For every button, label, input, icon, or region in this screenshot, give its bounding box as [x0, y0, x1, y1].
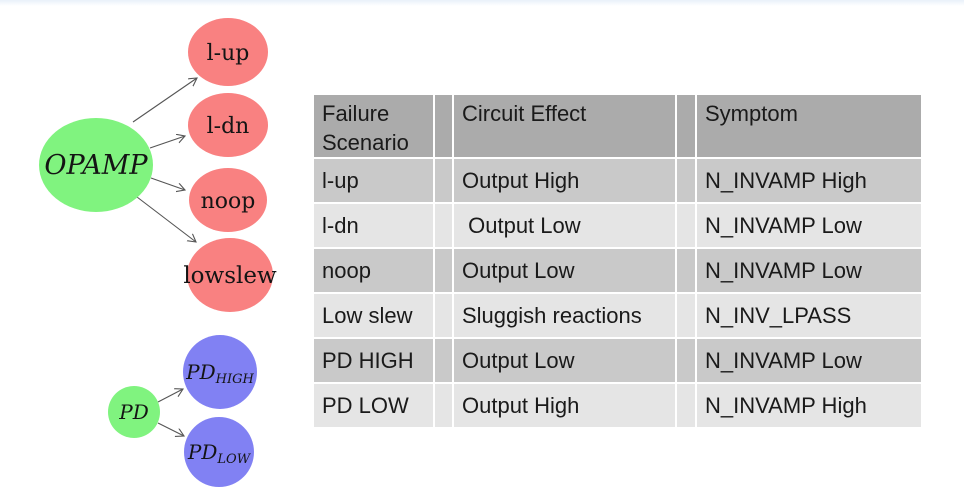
- arrow-pd-to-pdlow: [157, 422, 184, 436]
- node-pd-low-label: PDLOW: [187, 440, 252, 467]
- spacer-cell: [435, 384, 452, 427]
- cell-scenario: Low slew: [314, 294, 433, 337]
- cell-scenario: noop: [314, 249, 433, 292]
- failure-scenario-table: Failure Scenario Circuit Effect Symptom …: [312, 93, 923, 429]
- node-lowslew-label: lowslew: [183, 263, 277, 289]
- node-opamp-label: OPAMP: [44, 150, 148, 181]
- table-row: l-dn Output Low N_INVAMP Low: [314, 204, 921, 247]
- spacer-cell: [435, 249, 452, 292]
- spacer-cell: [677, 339, 695, 382]
- arrow-opamp-to-lowslew: [136, 196, 196, 242]
- table-header-row: Failure Scenario Circuit Effect Symptom: [314, 95, 921, 157]
- spacer-cell: [435, 339, 452, 382]
- table-row: PD LOW Output High N_INVAMP High: [314, 384, 921, 427]
- node-l-dn-label: l-dn: [207, 114, 250, 139]
- node-lowslew: [187, 238, 273, 312]
- col-header-circuit-effect: Circuit Effect: [454, 95, 675, 157]
- node-l-up-label: l-up: [207, 41, 250, 66]
- cell-effect: Output Low: [454, 339, 675, 382]
- node-opamp: [39, 118, 153, 212]
- cell-symptom: N_INVAMP Low: [697, 249, 921, 292]
- cell-effect: Sluggish reactions: [454, 294, 675, 337]
- cell-effect: Output Low: [454, 204, 675, 247]
- col-header-symptom: Symptom: [697, 95, 921, 157]
- table-row: Low slew Sluggish reactions N_INV_LPASS: [314, 294, 921, 337]
- spacer-cell: [435, 95, 452, 157]
- arrow-opamp-to-noop: [150, 177, 185, 190]
- node-l-dn: [188, 93, 268, 157]
- spacer-cell: [677, 204, 695, 247]
- table-row: l-up Output High N_INVAMP High: [314, 159, 921, 202]
- spacer-cell: [677, 159, 695, 202]
- cell-symptom: N_INVAMP Low: [697, 204, 921, 247]
- cell-scenario: PD HIGH: [314, 339, 433, 382]
- node-pd-low: [184, 417, 254, 487]
- cell-symptom: N_INVAMP High: [697, 384, 921, 427]
- node-pd: [108, 386, 160, 438]
- cell-symptom: N_INVAMP Low: [697, 339, 921, 382]
- top-edge-highlight: [0, 0, 964, 6]
- arrow-opamp-to-lup: [132, 78, 197, 123]
- arrow-opamp-to-ldn: [149, 136, 185, 149]
- fault-tree-diagram: OPAMP l-up l-dn noop lowslew PD PDHIGH P…: [39, 18, 277, 487]
- table-row: noop Output Low N_INVAMP Low: [314, 249, 921, 292]
- spacer-cell: [677, 294, 695, 337]
- node-pd-high-label: PDHIGH: [185, 360, 254, 387]
- cell-scenario: l-up: [314, 159, 433, 202]
- arrow-pd-to-pdhigh: [157, 389, 183, 403]
- node-noop: [189, 168, 267, 232]
- node-pd-high: [183, 335, 257, 409]
- cell-symptom: N_INV_LPASS: [697, 294, 921, 337]
- cell-effect: Output Low: [454, 249, 675, 292]
- cell-effect: Output High: [454, 384, 675, 427]
- node-pd-label: PD: [118, 400, 149, 424]
- node-noop-label: noop: [201, 189, 256, 214]
- spacer-cell: [435, 159, 452, 202]
- spacer-cell: [435, 204, 452, 247]
- node-l-up: [188, 18, 268, 86]
- spacer-cell: [677, 384, 695, 427]
- col-header-failure-scenario: Failure Scenario: [314, 95, 433, 157]
- spacer-cell: [677, 95, 695, 157]
- cell-effect: Output High: [454, 159, 675, 202]
- cell-scenario: PD LOW: [314, 384, 433, 427]
- spacer-cell: [435, 294, 452, 337]
- spacer-cell: [677, 249, 695, 292]
- table-row: PD HIGH Output Low N_INVAMP Low: [314, 339, 921, 382]
- cell-symptom: N_INVAMP High: [697, 159, 921, 202]
- cell-scenario: l-dn: [314, 204, 433, 247]
